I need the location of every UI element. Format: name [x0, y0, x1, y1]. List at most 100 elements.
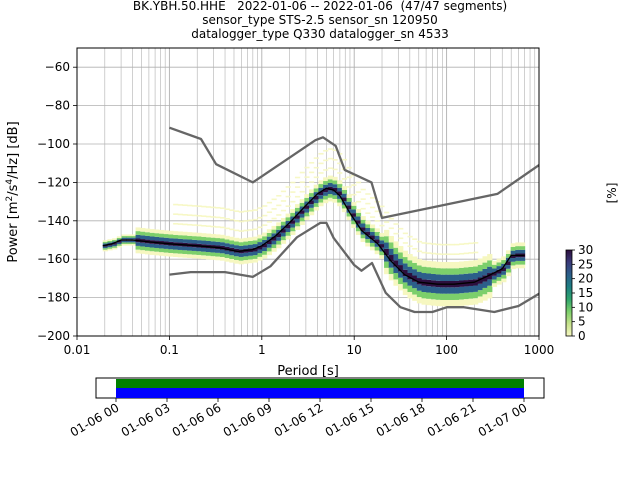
- psd-bin: [519, 249, 526, 254]
- psd-bin-sparse: [196, 224, 202, 227]
- psd-bin: [154, 236, 160, 241]
- psd-bin: [332, 198, 338, 203]
- psd-bin: [491, 261, 498, 265]
- psd-bin: [496, 262, 502, 267]
- psd-bin: [384, 229, 390, 237]
- psd-bin-sparse: [187, 204, 193, 207]
- psd-bin: [351, 205, 357, 210]
- psd-bin: [187, 232, 193, 236]
- psd-bin: [496, 266, 502, 270]
- psd-bin: [210, 248, 216, 253]
- psd-bin-sparse: [205, 206, 212, 208]
- psd-bin: [130, 234, 137, 237]
- psd-bin: [496, 258, 502, 263]
- psd-bin: [271, 240, 277, 245]
- psd-bin: [360, 216, 366, 220]
- psd-bin: [323, 177, 329, 182]
- psd-bin: [384, 267, 390, 275]
- psd-bin: [163, 248, 169, 253]
- psd-bin-sparse: [266, 201, 273, 204]
- psd-bin: [412, 288, 418, 295]
- psd-bin: [196, 236, 202, 241]
- psd-bin: [135, 245, 141, 250]
- psd-bin: [238, 256, 244, 261]
- psd-bin: [407, 292, 413, 299]
- psd-bin-sparse: [379, 205, 385, 208]
- psd-bin: [402, 282, 408, 289]
- psd-bin: [248, 259, 254, 264]
- psd-bin-sparse: [473, 242, 479, 244]
- psd-bin: [309, 189, 315, 194]
- psd-bin: [384, 248, 390, 256]
- psd-bin-sparse: [369, 216, 376, 218]
- psd-bin-sparse: [205, 215, 212, 218]
- psd-bin-sparse: [304, 176, 310, 178]
- psd-bin: [159, 248, 165, 253]
- psd-bin-sparse: [463, 252, 469, 255]
- psd-bin-sparse: [454, 253, 460, 255]
- psd-bin: [346, 197, 352, 202]
- psd-bin: [407, 260, 413, 267]
- psd-bin: [219, 253, 226, 257]
- psd-bin: [440, 293, 446, 300]
- psd-bin-sparse: [454, 243, 460, 246]
- psd-bin: [290, 223, 296, 228]
- psd-bin: [224, 250, 230, 255]
- psd-bin: [130, 237, 137, 240]
- psd-bin: [388, 242, 394, 249]
- psd-bin: [130, 242, 137, 244]
- psd-bin: [107, 248, 113, 251]
- psd-bin-sparse: [374, 210, 380, 213]
- psd-bin-sparse: [468, 261, 474, 264]
- psd-bin-sparse: [346, 176, 352, 179]
- psd-bin-sparse: [332, 149, 338, 152]
- psd-bin: [337, 198, 343, 203]
- psd-bin: [374, 228, 380, 233]
- psd-bin: [454, 287, 460, 294]
- psd-bin: [360, 219, 366, 224]
- psd-bin: [196, 251, 202, 255]
- psd-bin: [365, 227, 371, 232]
- psd-bin-sparse: [224, 227, 230, 230]
- psd-bin: [355, 227, 362, 232]
- psd-bin: [444, 300, 451, 307]
- psd-bin: [449, 261, 455, 269]
- psd-bin: [323, 188, 329, 193]
- psd-bin: [243, 252, 249, 257]
- psd-bin: [102, 249, 108, 252]
- psd-bin-sparse: [351, 174, 357, 177]
- psd-bin: [243, 256, 249, 261]
- psd-bin: [369, 242, 376, 247]
- psd-bin: [102, 248, 108, 250]
- psd-bin: [346, 212, 352, 217]
- psd-bin: [168, 238, 174, 242]
- psd-bin: [201, 233, 207, 237]
- psd-bin: [102, 243, 108, 245]
- psd-bin-sparse: [201, 205, 207, 208]
- psd-bin: [149, 251, 155, 255]
- psd-bin: [135, 242, 141, 246]
- psd-bin: [196, 232, 202, 237]
- psd-bin-sparse: [238, 230, 244, 232]
- psd-bin: [388, 274, 394, 281]
- psd-bin: [463, 261, 469, 268]
- psd-bin: [210, 256, 216, 260]
- psd-bin: [468, 273, 474, 280]
- psd-bin: [280, 236, 287, 241]
- psd-bin: [248, 237, 254, 241]
- psd-bin: [416, 290, 423, 298]
- x-tick-label: 10: [347, 343, 362, 357]
- psd-bin: [398, 258, 404, 266]
- psd-bin-sparse: [191, 224, 198, 226]
- psd-bin: [501, 274, 507, 279]
- psd-bin: [304, 201, 310, 206]
- psd-bin-sparse: [299, 181, 305, 183]
- psd-bin: [294, 215, 301, 219]
- timeline-band: [116, 388, 524, 398]
- psd-bin: [416, 271, 423, 279]
- psd-bin: [294, 226, 301, 230]
- psd-bin: [501, 260, 507, 264]
- psd-bin: [210, 237, 216, 242]
- psd-bin: [266, 251, 273, 256]
- psd-bin: [276, 237, 282, 241]
